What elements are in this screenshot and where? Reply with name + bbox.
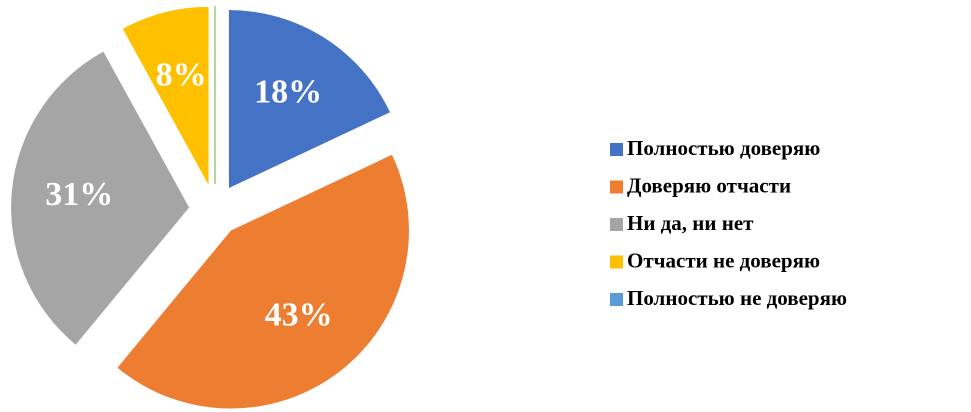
data-label: 31% <box>45 176 113 213</box>
legend-label: Ни да, ни нет <box>627 211 754 235</box>
legend-label: Полностью доверяю <box>627 136 820 160</box>
legend-label: Доверяю отчасти <box>627 173 791 197</box>
legend-label: Отчасти не доверяю <box>627 248 820 272</box>
pie-slice <box>122 6 209 185</box>
data-label: 43% <box>265 297 333 334</box>
legend-label: Полностью не доверяю <box>627 286 847 310</box>
legend-swatch <box>610 293 623 306</box>
data-label: 8% <box>156 57 207 94</box>
legend-swatch <box>610 180 623 194</box>
pie-slice <box>11 51 190 345</box>
legend-swatch <box>610 143 623 156</box>
pie-slice <box>228 10 390 189</box>
pie-slice <box>117 154 409 409</box>
legend-swatch <box>610 255 623 269</box>
data-label: 18% <box>254 74 322 111</box>
legend-swatch <box>610 218 623 231</box>
